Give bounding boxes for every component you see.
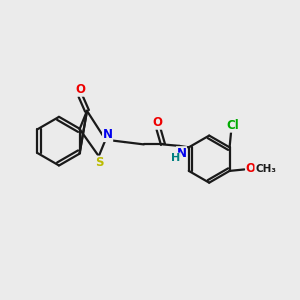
Text: N: N [176,147,187,160]
Text: S: S [95,156,104,169]
Text: N: N [103,128,112,142]
Text: O: O [246,162,256,175]
Text: H: H [171,153,180,163]
Text: Cl: Cl [226,119,239,132]
Text: O: O [75,83,85,96]
Text: CH₃: CH₃ [255,164,276,174]
Text: O: O [152,116,162,129]
